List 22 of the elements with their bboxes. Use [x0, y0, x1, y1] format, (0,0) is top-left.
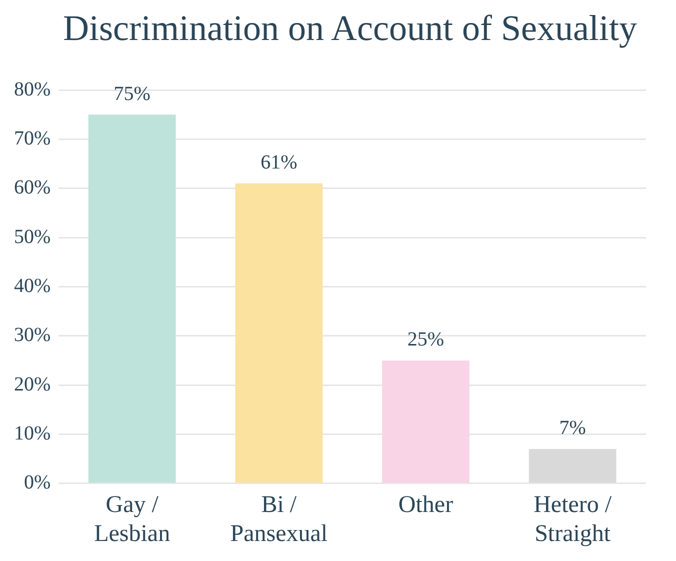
y-tick-label: 70%	[14, 127, 51, 150]
bar	[382, 360, 470, 483]
data-label: 75%	[114, 82, 150, 105]
bar	[88, 114, 176, 483]
y-tick-label: 0%	[24, 472, 51, 494]
y-tick-label: 20%	[14, 373, 51, 396]
bar	[528, 448, 616, 483]
y-tick-label: 30%	[14, 324, 51, 346]
data-label: 61%	[260, 152, 298, 174]
y-tick-label: 80%	[14, 78, 51, 100]
data-label: 7%	[559, 417, 586, 440]
y-tick-label: 50%	[14, 226, 51, 248]
y-tick-label: 40%	[14, 274, 51, 297]
x-tick-label: Gay / Lesbian	[94, 492, 170, 547]
y-tick-label: 10%	[14, 422, 51, 444]
data-label: 25%	[407, 328, 444, 351]
x-tick-label: Bi / Pansexual	[230, 492, 328, 547]
y-tick-label: 60%	[14, 176, 51, 199]
chart-title: Discrimination on Account of Sexuality	[62, 8, 638, 48]
bar	[235, 183, 323, 483]
x-tick-label: Hetero / Straight	[534, 492, 612, 547]
x-tick-label: Other	[398, 492, 454, 518]
